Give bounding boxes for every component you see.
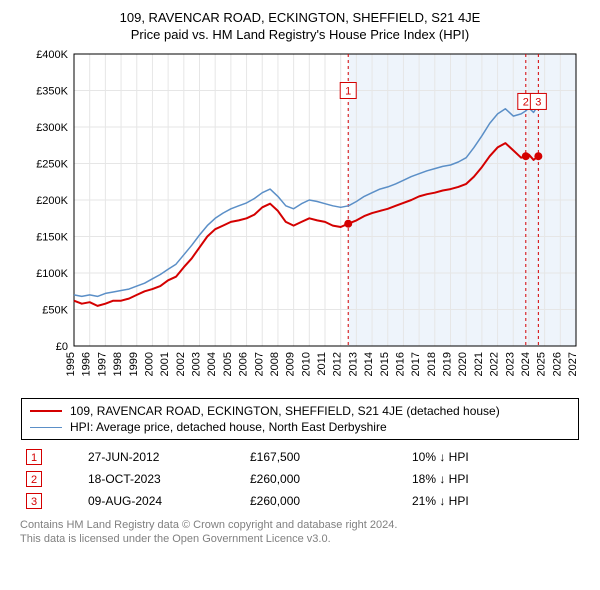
svg-text:2002: 2002 (175, 352, 187, 376)
svg-text:2008: 2008 (269, 352, 281, 376)
event-marker-icon: 2 (26, 471, 42, 487)
svg-text:2005: 2005 (222, 352, 234, 376)
svg-text:1: 1 (345, 86, 351, 98)
legend-swatch (30, 410, 62, 412)
event-marker-icon: 3 (26, 493, 42, 509)
legend-swatch (30, 427, 62, 428)
event-price: £167,500 (244, 446, 406, 468)
svg-text:£250K: £250K (36, 159, 68, 171)
svg-text:1996: 1996 (81, 352, 93, 376)
event-price: £260,000 (244, 490, 406, 512)
svg-text:£300K: £300K (36, 122, 68, 134)
event-row: 3 09-AUG-2024£260,00021% ↓ HPI (20, 490, 580, 512)
svg-text:2012: 2012 (332, 352, 344, 376)
svg-text:1998: 1998 (112, 352, 124, 376)
svg-text:£0: £0 (56, 341, 68, 353)
svg-text:2: 2 (523, 96, 529, 108)
event-marker-icon: 1 (26, 449, 42, 465)
svg-text:1997: 1997 (96, 352, 108, 376)
svg-text:2004: 2004 (206, 352, 218, 376)
svg-text:2010: 2010 (300, 352, 312, 376)
legend-item: HPI: Average price, detached house, Nort… (30, 419, 570, 435)
svg-text:2001: 2001 (159, 352, 171, 376)
svg-text:2013: 2013 (347, 352, 359, 376)
svg-text:2019: 2019 (442, 352, 454, 376)
legend-item: 109, RAVENCAR ROAD, ECKINGTON, SHEFFIELD… (30, 403, 570, 419)
svg-text:£200K: £200K (36, 195, 68, 207)
svg-text:2011: 2011 (316, 352, 328, 376)
svg-text:£350K: £350K (36, 86, 68, 98)
svg-text:£50K: £50K (42, 305, 68, 317)
svg-text:2017: 2017 (410, 352, 422, 376)
svg-text:2018: 2018 (426, 352, 438, 376)
legend-label: HPI: Average price, detached house, Nort… (70, 420, 387, 434)
svg-text:2023: 2023 (504, 352, 516, 376)
svg-text:2022: 2022 (489, 352, 501, 376)
footer-attribution: Contains HM Land Registry data © Crown c… (20, 518, 580, 547)
event-row: 1 27-JUN-2012£167,50010% ↓ HPI (20, 446, 580, 468)
svg-text:£100K: £100K (36, 268, 68, 280)
svg-text:2006: 2006 (238, 352, 250, 376)
svg-text:2003: 2003 (191, 352, 203, 376)
events-table: 1 27-JUN-2012£167,50010% ↓ HPI 2 18-OCT-202… (20, 446, 580, 512)
legend-label: 109, RAVENCAR ROAD, ECKINGTON, SHEFFIELD… (70, 404, 500, 418)
svg-text:2024: 2024 (520, 352, 532, 376)
svg-text:2025: 2025 (536, 352, 548, 376)
svg-text:2021: 2021 (473, 352, 485, 376)
event-delta: 21% ↓ HPI (406, 490, 580, 512)
event-date: 09-AUG-2024 (82, 490, 244, 512)
svg-text:2020: 2020 (457, 352, 469, 376)
svg-text:2027: 2027 (567, 352, 579, 376)
svg-text:2007: 2007 (253, 352, 265, 376)
event-date: 18-OCT-2023 (82, 468, 244, 490)
price-chart: £0 £50K £100K £150K £200K £250K £300K £350K £400… (20, 46, 580, 386)
svg-text:£150K: £150K (36, 232, 68, 244)
event-price: £260,000 (244, 468, 406, 490)
svg-text:£400K: £400K (36, 49, 68, 61)
chart-svg: £0 £50K £100K £150K £200K £250K £300K £350K £400… (20, 46, 580, 386)
svg-text:2015: 2015 (379, 352, 391, 376)
chart-subtitle: Price paid vs. HM Land Registry's House … (12, 27, 588, 42)
svg-text:2009: 2009 (285, 352, 297, 376)
svg-text:1995: 1995 (65, 352, 77, 376)
event-delta: 18% ↓ HPI (406, 468, 580, 490)
svg-text:3: 3 (535, 96, 541, 108)
svg-text:2016: 2016 (394, 352, 406, 376)
svg-text:1999: 1999 (128, 352, 140, 376)
svg-text:2014: 2014 (363, 352, 375, 376)
event-delta: 10% ↓ HPI (406, 446, 580, 468)
event-row: 2 18-OCT-2023£260,00018% ↓ HPI (20, 468, 580, 490)
event-date: 27-JUN-2012 (82, 446, 244, 468)
svg-text:2026: 2026 (551, 352, 563, 376)
legend: 109, RAVENCAR ROAD, ECKINGTON, SHEFFIELD… (21, 398, 579, 440)
chart-title: 109, RAVENCAR ROAD, ECKINGTON, SHEFFIELD… (12, 10, 588, 25)
svg-text:2000: 2000 (143, 352, 155, 376)
